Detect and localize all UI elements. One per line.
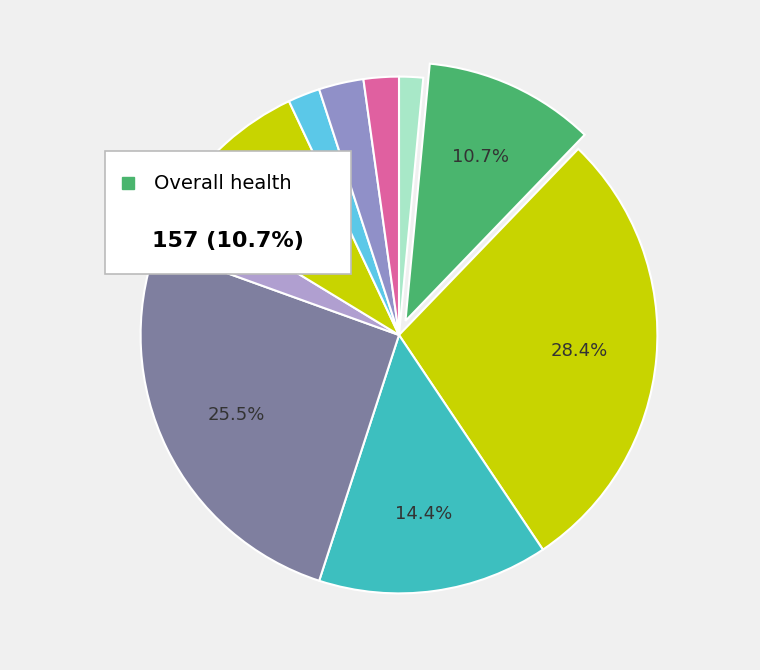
Text: 10.7%: 10.7% <box>452 147 509 165</box>
Wedge shape <box>141 247 399 581</box>
Text: 157 (10.7%): 157 (10.7%) <box>152 231 304 251</box>
Text: 14.4%: 14.4% <box>395 505 452 523</box>
Text: 25.5%: 25.5% <box>208 405 265 423</box>
Text: 28.4%: 28.4% <box>550 342 608 360</box>
Wedge shape <box>406 64 584 321</box>
Wedge shape <box>399 149 657 549</box>
Text: 9.3%: 9.3% <box>255 192 301 210</box>
Wedge shape <box>319 79 399 335</box>
Wedge shape <box>156 201 399 335</box>
Text: Overall health: Overall health <box>154 174 291 193</box>
Wedge shape <box>399 76 423 335</box>
Wedge shape <box>319 335 543 594</box>
Wedge shape <box>179 101 399 335</box>
Wedge shape <box>289 89 399 335</box>
FancyBboxPatch shape <box>105 151 350 273</box>
Wedge shape <box>363 76 399 335</box>
